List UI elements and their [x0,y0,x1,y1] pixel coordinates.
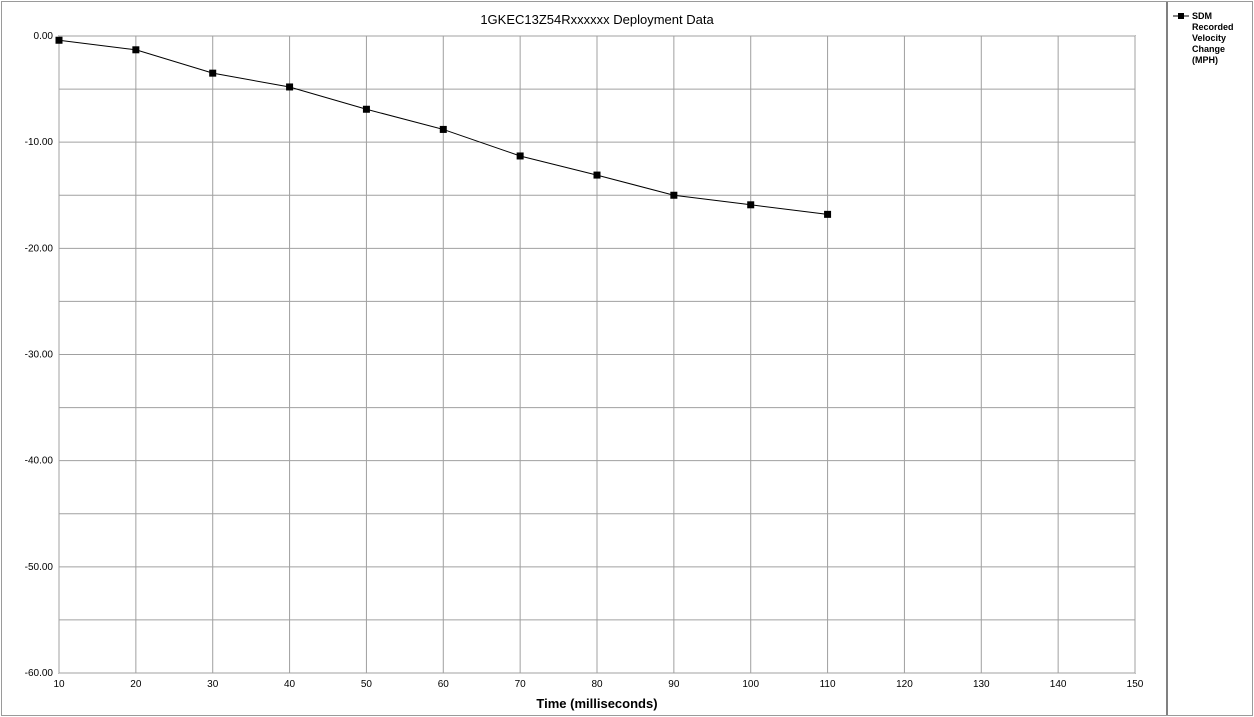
x-tick-label: 150 [1127,679,1144,690]
legend-marker [1178,13,1184,19]
x-tick-label: 30 [207,679,219,690]
data-point [670,191,678,199]
data-point [132,46,140,54]
y-tick-label: -30.00 [25,350,54,361]
x-tick-label: 70 [515,679,527,690]
x-tick-label: 120 [896,679,913,690]
y-axis-tick-labels: 0.00 -10.00 -20.00 -30.00 -40.00 -50.00 -60.00 [25,31,54,679]
data-point [362,105,370,113]
y-tick-label: -40.00 [25,456,54,467]
data-point [55,36,63,44]
x-tick-label: 140 [1050,679,1067,690]
data-point [593,171,601,179]
y-tick-label: -20.00 [25,243,54,254]
x-tick-label: 130 [973,679,990,690]
chart-title: 1GKEC13Z54Rxxxxxx Deployment Data [480,12,714,27]
x-tick-label: 90 [668,679,680,690]
data-point [286,83,294,91]
data-point [439,125,447,133]
x-tick-label: 50 [361,679,373,690]
y-tick-label: 0.00 [34,31,54,42]
x-tick-label: 80 [591,679,603,690]
x-tick-label: 60 [438,679,450,690]
legend-label-line: Velocity [1192,33,1226,43]
x-tick-label: 20 [130,679,142,690]
data-point [209,69,217,77]
y-tick-label: -50.00 [25,562,54,573]
data-point [516,152,524,160]
x-axis-label: Time (milliseconds) [536,696,657,711]
x-axis-tick-labels: 10 20 30 40 50 60 70 80 90 100 110 120 130 140 150 [53,679,1143,690]
legend-label-line: (MPH) [1192,55,1218,65]
legend-label-line: SDM [1192,11,1212,21]
gridlines [58,35,1136,674]
x-tick-label: 110 [820,679,836,690]
legend-label-line: Recorded [1192,22,1234,32]
series [55,36,832,218]
x-tick-label: 100 [742,679,759,690]
data-point [824,210,832,218]
data-point [747,201,755,209]
legend-label-line: Change [1192,44,1225,54]
x-tick-label: 10 [53,679,65,690]
x-tick-label: 40 [284,679,296,690]
y-tick-label: -10.00 [25,137,54,148]
y-tick-label: -60.00 [25,668,54,679]
